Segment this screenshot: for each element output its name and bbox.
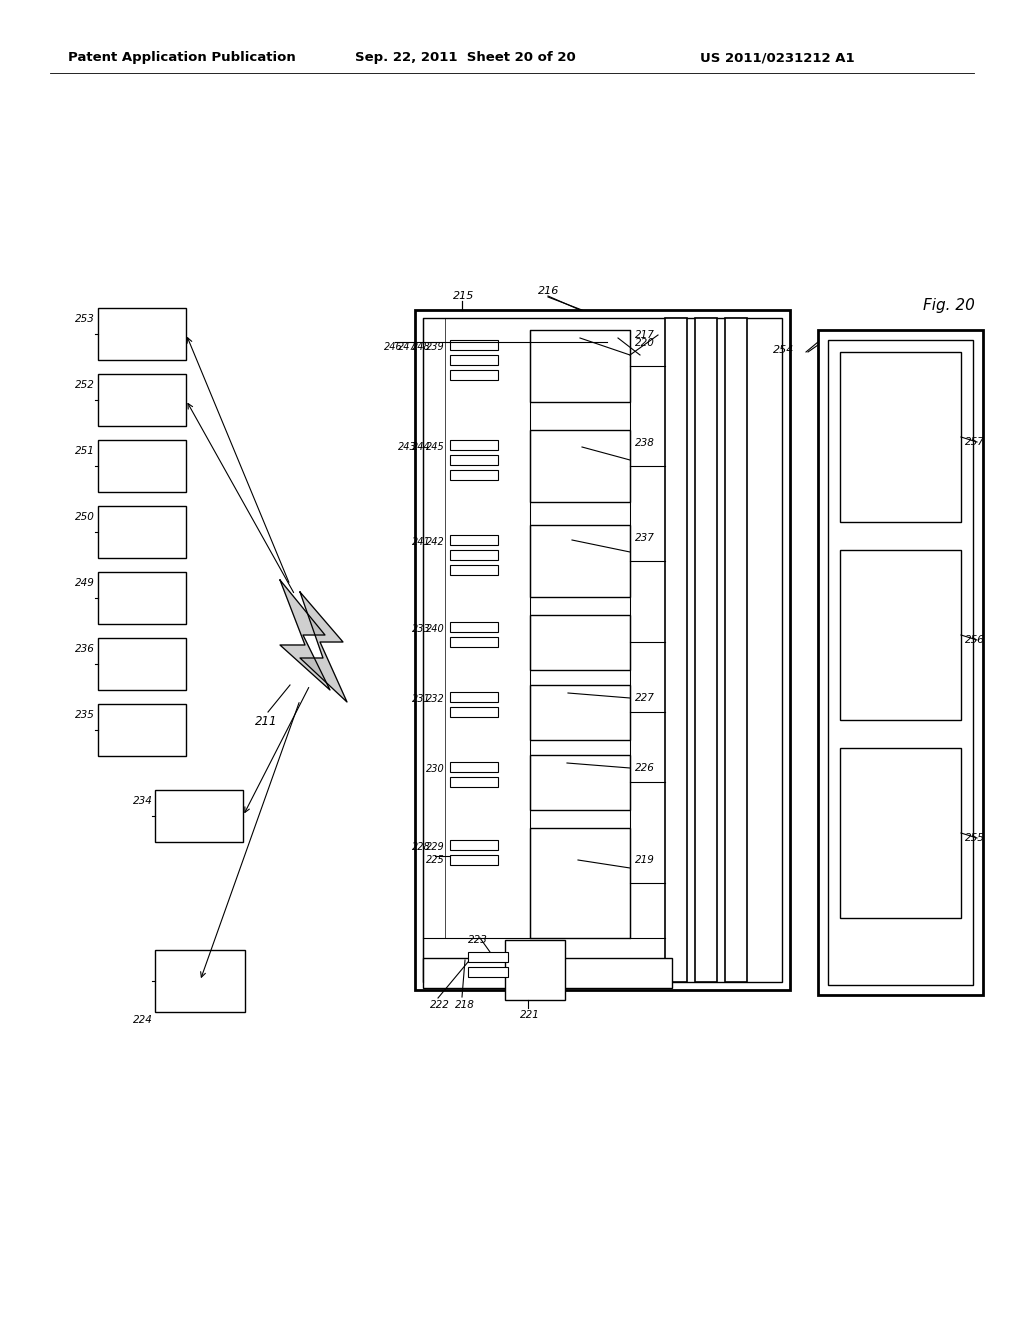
Bar [530,755,630,810]
Bar [450,565,498,576]
Text: 238: 238 [635,438,655,447]
Bar [450,455,498,465]
Text: 215: 215 [453,290,474,301]
Text: 254: 254 [773,345,795,355]
Bar [840,352,961,521]
Text: 245: 245 [426,442,445,451]
Text: 228: 228 [413,842,431,851]
Bar [98,374,186,426]
Text: Sep. 22, 2011  Sheet 20 of 20: Sep. 22, 2011 Sheet 20 of 20 [355,51,575,65]
Text: 247: 247 [398,342,417,352]
Bar [818,330,983,995]
Bar [450,470,498,480]
Text: 241: 241 [413,537,431,546]
Text: 233: 233 [413,624,431,634]
Text: 237: 237 [635,533,655,543]
Bar [155,789,243,842]
Bar [98,572,186,624]
Text: 224: 224 [133,1015,153,1026]
Bar [828,341,973,985]
Bar [530,615,630,671]
Text: 219: 219 [635,855,655,865]
Bar [530,685,630,741]
Bar [98,308,186,360]
Bar [423,318,782,982]
Text: 234: 234 [133,796,153,807]
Bar [840,550,961,719]
Text: 243: 243 [398,442,417,451]
Bar [423,958,672,987]
Bar [665,318,687,982]
Bar [98,704,186,756]
Text: US 2011/0231212 A1: US 2011/0231212 A1 [700,51,855,65]
Bar [450,692,498,702]
Bar [530,525,630,597]
Bar [725,318,746,982]
Text: 250: 250 [75,512,95,521]
Text: 246: 246 [384,342,403,352]
Bar [450,550,498,560]
Bar [450,440,498,450]
Bar [450,840,498,850]
Text: 248: 248 [413,342,431,352]
Text: 231: 231 [413,694,431,704]
Bar [450,355,498,366]
Text: 256: 256 [965,635,985,645]
Text: Fig. 20: Fig. 20 [923,298,975,313]
Bar [468,968,508,977]
Bar [450,777,498,787]
Text: 225: 225 [426,855,445,865]
Bar [450,622,498,632]
Text: 216: 216 [538,286,559,296]
Bar [530,828,630,939]
Text: 211: 211 [255,715,278,729]
Bar [450,535,498,545]
Text: 226: 226 [635,763,655,774]
Text: 227: 227 [635,693,655,704]
Bar [450,341,498,350]
Polygon shape [300,591,347,702]
Text: 240: 240 [426,624,445,634]
Bar [530,330,630,403]
Text: 220: 220 [635,338,655,348]
Text: 222: 222 [430,1001,450,1010]
Text: 223: 223 [468,935,487,945]
Bar [155,950,245,1012]
Bar [450,855,498,865]
Text: 229: 229 [426,842,445,851]
Bar [695,318,717,982]
Text: 218: 218 [455,1001,475,1010]
Text: 249: 249 [75,578,95,587]
Text: 242: 242 [426,537,445,546]
Text: 253: 253 [75,314,95,323]
Bar [450,638,498,647]
Text: 251: 251 [75,446,95,455]
Bar [450,762,498,772]
Bar [450,708,498,717]
Text: 252: 252 [75,380,95,389]
Bar [450,370,498,380]
Text: 235: 235 [75,710,95,719]
Bar [415,310,790,990]
Text: 221: 221 [520,1010,540,1020]
Bar [468,952,508,962]
Bar [98,638,186,690]
Bar [530,430,630,502]
Text: 244: 244 [413,442,431,451]
Text: 257: 257 [965,437,985,447]
Text: 255: 255 [965,833,985,843]
Polygon shape [280,579,330,690]
Text: 232: 232 [426,694,445,704]
Bar [98,506,186,558]
Text: 236: 236 [75,644,95,653]
Bar [98,440,186,492]
Bar [505,940,565,1001]
Bar [840,748,961,917]
Text: 217: 217 [635,330,655,341]
Text: Patent Application Publication: Patent Application Publication [68,51,296,65]
Text: 239: 239 [426,342,445,352]
Text: 230: 230 [426,764,445,774]
